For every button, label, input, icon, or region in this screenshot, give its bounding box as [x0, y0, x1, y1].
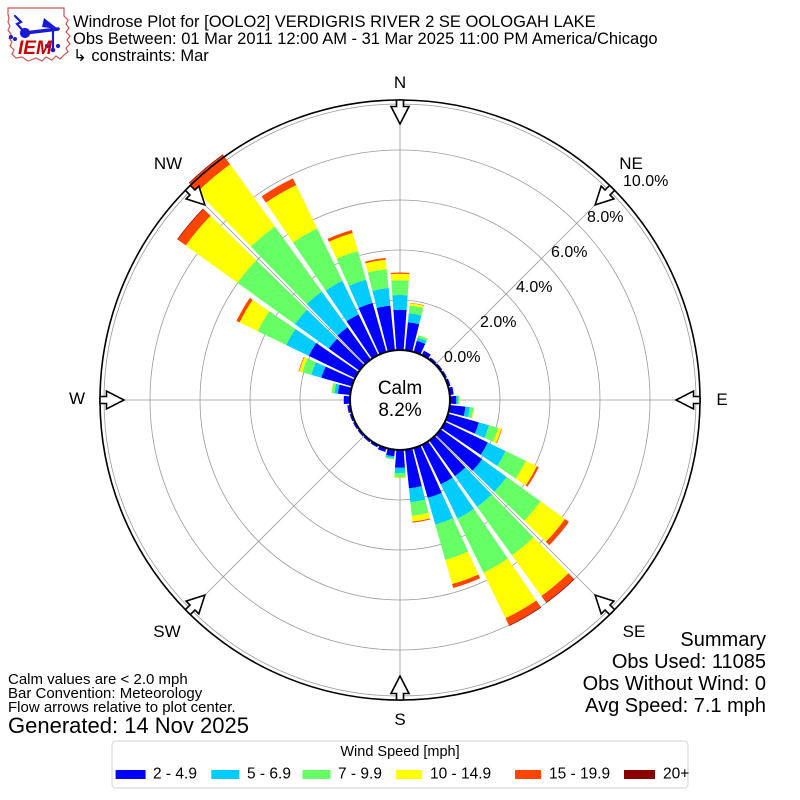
- svg-text:Calm: Calm: [378, 378, 422, 399]
- svg-text:↳ constraints: Mar: ↳ constraints: Mar: [73, 47, 209, 65]
- svg-text:S: S: [394, 710, 405, 729]
- svg-text:0.0%: 0.0%: [444, 349, 480, 366]
- svg-text:10.0%: 10.0%: [623, 173, 668, 190]
- svg-text:Summary: Summary: [680, 629, 766, 651]
- svg-text:4.0%: 4.0%: [516, 279, 552, 296]
- svg-text:6.0%: 6.0%: [551, 244, 587, 261]
- svg-text:2.0%: 2.0%: [480, 314, 516, 331]
- svg-text:NE: NE: [619, 154, 643, 173]
- svg-text:IEM: IEM: [18, 38, 53, 59]
- svg-text:Avg Speed: 7.1 mph: Avg Speed: 7.1 mph: [585, 695, 766, 717]
- svg-text:15 - 19.9: 15 - 19.9: [549, 766, 610, 783]
- svg-text:8.0%: 8.0%: [587, 209, 623, 226]
- svg-text:N: N: [394, 73, 406, 92]
- svg-text:Obs Used: 11085: Obs Used: 11085: [612, 651, 766, 673]
- svg-text:E: E: [716, 390, 727, 409]
- svg-text:2 - 4.9: 2 - 4.9: [153, 766, 197, 783]
- svg-text:Obs Without Wind: 0: Obs Without Wind: 0: [583, 673, 766, 695]
- svg-text:8.2%: 8.2%: [378, 400, 421, 421]
- svg-text:SW: SW: [153, 622, 180, 641]
- svg-text:Generated: 14 Nov 2025: Generated: 14 Nov 2025: [8, 713, 249, 738]
- svg-text:Obs Between: 01 Mar 2011 12:00: Obs Between: 01 Mar 2011 12:00 AM - 31 M…: [73, 30, 658, 48]
- svg-text:SE: SE: [623, 622, 646, 641]
- svg-text:10 - 14.9: 10 - 14.9: [430, 766, 491, 783]
- svg-text:7 - 9.9: 7 - 9.9: [338, 766, 382, 783]
- svg-text:5 - 6.9: 5 - 6.9: [247, 766, 291, 783]
- svg-text:NW: NW: [154, 154, 182, 173]
- svg-text:20+: 20+: [663, 766, 689, 783]
- svg-text:W: W: [69, 389, 85, 408]
- svg-text:Wind Speed [mph]: Wind Speed [mph]: [340, 744, 459, 760]
- svg-text:Windrose Plot for [OOLO2] VERD: Windrose Plot for [OOLO2] VERDIGRIS RIVE…: [73, 13, 596, 31]
